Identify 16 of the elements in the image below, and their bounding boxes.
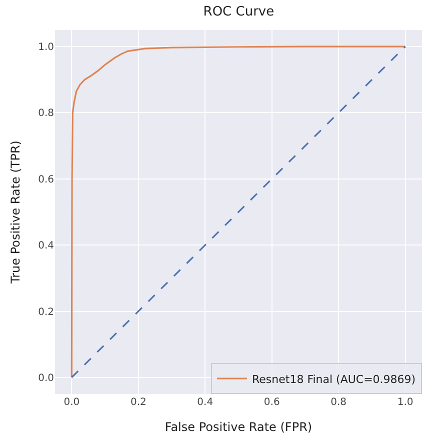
x-tick-label: 0.6 [264,397,280,408]
y-tick-label: 0.2 [38,306,54,318]
y-tick-label: 0.0 [38,372,54,384]
chart-title: ROC Curve [203,4,274,20]
y-tick-label: 0.8 [38,108,54,120]
x-tick-label: 0.2 [130,397,146,408]
x-tick-label: 0.8 [330,397,347,408]
y-tick-label: 0.6 [38,174,54,186]
y-tick-label: 0.4 [38,240,54,252]
x-tick-label: 0.4 [197,397,214,408]
x-tick-label: 1.0 [397,397,414,408]
y-axis-title: True Positive Rate (TPR) [8,140,22,284]
x-tick-label: 0.0 [64,397,80,408]
legend-label: Resnet18 Final (AUC=0.9869) [252,372,416,386]
y-tick-label: 1.0 [38,42,54,54]
x-axis-title: False Positive Rate (FPR) [164,420,312,434]
